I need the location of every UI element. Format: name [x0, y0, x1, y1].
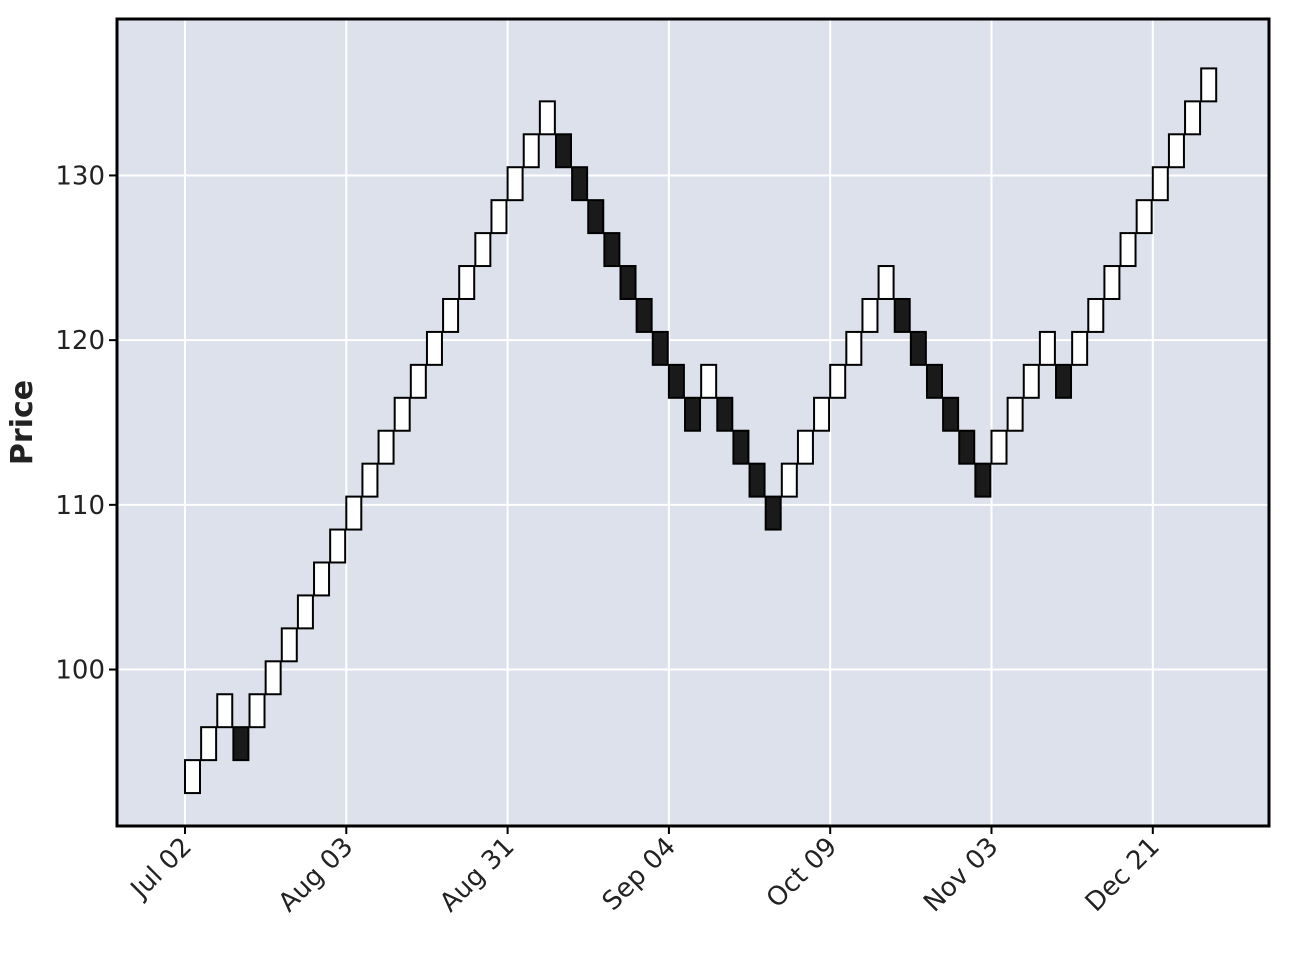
brick-up: [1135, 199, 1153, 235]
brick-up: [248, 693, 266, 729]
brick-up: [813, 396, 831, 432]
brick-down: [732, 429, 750, 465]
brick-down: [651, 330, 669, 366]
brick-up: [1151, 166, 1169, 202]
grid-lines: [117, 19, 1269, 826]
brick-up: [280, 627, 298, 663]
brick-down: [893, 297, 911, 333]
brick-down: [1055, 363, 1073, 399]
brick-down: [925, 363, 943, 399]
brick-up: [1006, 396, 1024, 432]
x-tick-label: Jul 02: [124, 832, 198, 906]
brick-up: [425, 330, 443, 366]
brick-up: [990, 429, 1008, 465]
brick-up: [1200, 67, 1218, 103]
brick-up: [1022, 363, 1040, 399]
brick-up: [200, 726, 218, 762]
x-tick-label: Nov 03: [918, 832, 1004, 918]
brick-up: [780, 462, 798, 498]
brick-down: [554, 133, 572, 169]
x-tick-label: Sep 04: [597, 832, 682, 917]
brick-up: [845, 330, 863, 366]
brick-down: [684, 396, 702, 432]
y-tick-label: 110: [55, 491, 105, 521]
brick-up: [522, 133, 540, 169]
brick-down: [232, 726, 250, 762]
brick-up: [700, 363, 718, 399]
brick-up: [361, 462, 379, 498]
brick-up: [1103, 265, 1121, 300]
brick-up: [796, 429, 814, 465]
brick-up: [393, 396, 411, 432]
brick-down: [635, 297, 653, 333]
brick-down: [942, 396, 960, 432]
brick-down: [619, 265, 637, 300]
y-axis-label: Price: [5, 380, 40, 465]
brick-down: [974, 462, 992, 498]
brick-up: [474, 232, 492, 268]
brick-up: [377, 429, 395, 465]
brick-up: [184, 759, 201, 795]
brick-down: [603, 232, 621, 268]
brick-up: [329, 528, 347, 564]
brick-up: [264, 660, 282, 696]
brick-up: [829, 363, 847, 399]
brick-up: [1038, 330, 1056, 366]
x-tick-label: Oct 09: [761, 832, 843, 914]
x-tick-label: Dec 21: [1080, 832, 1166, 918]
brick-up: [442, 297, 460, 333]
brick-up: [1087, 297, 1105, 333]
brick-up: [345, 495, 363, 531]
brick-up: [1167, 133, 1185, 169]
brick-up: [490, 199, 508, 235]
renko-bricks: [184, 67, 1218, 795]
y-axis-ticks: 100 110 120 130: [55, 161, 117, 686]
brick-up: [538, 100, 556, 136]
y-tick-label: 100: [55, 656, 105, 686]
brick-up: [216, 693, 234, 729]
brick-up: [313, 561, 331, 597]
brick-down: [958, 429, 976, 465]
brick-down: [748, 462, 766, 498]
brick-up: [877, 265, 895, 300]
brick-down: [909, 330, 927, 366]
x-tick-label: Aug 03: [273, 832, 359, 918]
brick-up: [409, 363, 427, 399]
brick-down: [764, 495, 782, 531]
y-tick-label: 120: [55, 326, 105, 356]
brick-down: [571, 166, 589, 202]
y-tick-label: 130: [55, 161, 105, 191]
x-axis-ticks: Jul 02 Aug 03 Aug 31 Sep 04 Oct 09 Nov 03 Dec …: [124, 826, 1166, 918]
brick-up: [296, 594, 314, 630]
brick-up: [506, 166, 524, 202]
brick-down: [667, 363, 685, 399]
brick-up: [1071, 330, 1089, 366]
brick-down: [587, 199, 605, 235]
brick-up: [458, 265, 476, 300]
brick-up: [1119, 232, 1137, 268]
brick-up: [861, 297, 879, 333]
brick-down: [716, 396, 734, 432]
brick-up: [1184, 100, 1202, 136]
plot-frame: [115, 17, 1271, 828]
x-tick-label: Aug 31: [434, 832, 520, 918]
